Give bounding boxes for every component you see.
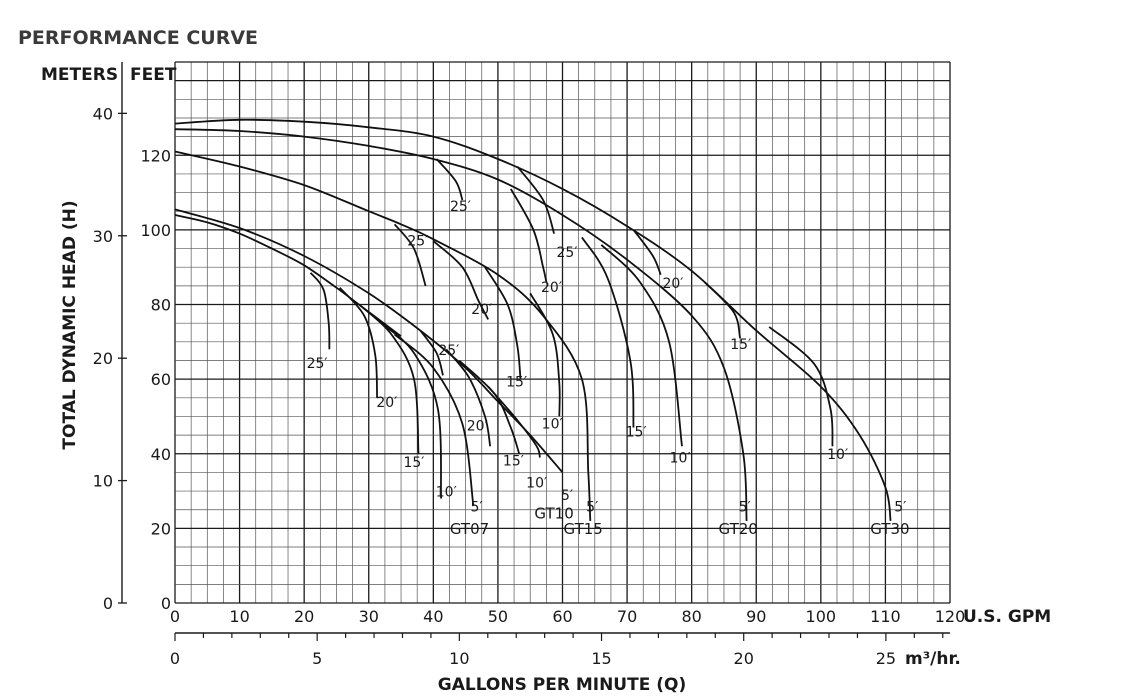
curve-gt20-20ft [510, 188, 548, 283]
feet-tick-label: 80 [151, 296, 171, 315]
m3hr-tick-label: 5 [312, 649, 322, 668]
curve-labels: 25′20′15′10′5′GT0725′20′15′10′5′GT1025′2… [307, 199, 910, 538]
curve-gt07-15ft [358, 303, 420, 454]
depth-label: 5′ [894, 500, 906, 516]
m3hr-tick-label: 15 [591, 649, 611, 668]
gpm-tick-label: 10 [229, 607, 249, 626]
depth-label: 25′ [307, 356, 328, 372]
curve-gt10-10ft [487, 386, 541, 458]
curve-gt10-25ft [419, 330, 444, 376]
depth-label: 20′ [662, 276, 683, 292]
m3hr-tick-label: 10 [449, 649, 469, 668]
curve-gt15-10ft [529, 292, 561, 417]
depth-label: 15′ [403, 455, 424, 471]
depth-label: 25′ [407, 234, 428, 250]
m3hr-ticks: 0 5 10 15 20 25 [170, 633, 944, 668]
depth-label: 10′ [670, 451, 691, 467]
depth-label: 10′ [542, 416, 563, 432]
gpm-tick-label: 30 [359, 607, 379, 626]
gpm-unit-label: U.S. GPM [963, 607, 1051, 627]
depth-label: 5′ [586, 500, 598, 516]
gpm-tick-label: 50 [488, 607, 508, 626]
chart-title: PERFORMANCE CURVE [18, 27, 258, 49]
curve-gt15-15ft [484, 266, 522, 380]
depth-label: 10′ [436, 485, 457, 501]
curve-gt30-main [174, 118, 892, 522]
gpm-tick-label: 60 [552, 607, 572, 626]
curve-gt15-25ft [393, 223, 427, 287]
feet-unit-label: FEET [130, 65, 177, 85]
m3hr-unit-label: m³/hr. [905, 649, 961, 669]
feet-tick-label: 100 [140, 221, 171, 240]
chart-grid [174, 61, 951, 604]
gpm-tick-label: 110 [870, 607, 901, 626]
gpm-tick-label: 90 [746, 607, 766, 626]
feet-ticks: 0 20 40 60 80 100 120 [140, 146, 171, 613]
gpm-tick-label: 120 [935, 607, 966, 626]
depth-label: 20′ [376, 395, 397, 411]
curve-gt15-main [174, 150, 592, 521]
m3hr-tick-label: 0 [170, 649, 180, 668]
curve-gt30-10ft [768, 326, 834, 447]
curve-gt15-20ft [432, 240, 489, 320]
depth-label: 5′ [471, 500, 483, 516]
curve-gt20-15ft [581, 236, 635, 428]
meter-tick-label: 40 [93, 104, 113, 123]
gpm-tick-label: 70 [617, 607, 637, 626]
gpm-ticks: 0 10 20 30 40 50 60 70 80 90 100 110 120 [170, 607, 965, 626]
depth-label: 25′ [450, 199, 471, 215]
curve-gt20-main [174, 128, 748, 521]
depth-label: 5′ [561, 488, 573, 504]
curve-gt30-15ft [703, 281, 741, 339]
gpm-tick-label: 80 [681, 607, 701, 626]
depth-label: 5′ [739, 500, 751, 516]
meter-ticks: 0 10 20 30 40 [93, 104, 127, 613]
meter-tick-label: 20 [93, 349, 113, 368]
x-axis-label: GALLONS PER MINUTE (Q) [438, 675, 686, 695]
depth-label: 25′ [557, 245, 578, 261]
feet-tick-label: 0 [161, 594, 171, 613]
model-label: GT10 [534, 504, 573, 522]
curve-gt30-25ft [516, 165, 555, 234]
feet-tick-label: 120 [140, 146, 171, 165]
depth-label: 10′ [827, 447, 848, 463]
gpm-tick-label: 40 [423, 607, 443, 626]
depth-label: 15′ [730, 337, 751, 353]
meters-unit-label: METERS [41, 65, 118, 85]
model-label: GT30 [870, 520, 909, 538]
curve-gt20-25ft [435, 158, 464, 201]
feet-tick-label: 60 [151, 370, 171, 389]
pump-curves [174, 118, 892, 522]
feet-tick-label: 40 [151, 445, 171, 464]
meter-tick-label: 10 [93, 472, 113, 491]
curve-gt07-25ft [309, 272, 331, 350]
curve-gt07-20ft [339, 287, 378, 398]
feet-tick-label: 20 [151, 519, 171, 538]
model-label: GT15 [563, 520, 602, 538]
depth-label: 20′ [541, 280, 562, 296]
depth-label: 20′ [467, 419, 488, 435]
depth-label: 15′ [503, 454, 524, 470]
gpm-tick-label: 100 [806, 607, 837, 626]
depth-label: 15′ [626, 425, 647, 441]
m3hr-tick-label: 20 [734, 649, 754, 668]
gpm-tick-label: 0 [170, 607, 180, 626]
gpm-tick-label: 20 [294, 607, 314, 626]
y-axis-label: TOTAL DYNAMIC HEAD (H) [60, 200, 80, 449]
model-label: GT20 [718, 520, 757, 538]
meter-tick-label: 30 [93, 227, 113, 246]
depth-label: 10′ [526, 475, 547, 491]
curve-gt07-5ft [394, 333, 475, 507]
depth-label: 20′ [471, 302, 492, 318]
depth-label: 25′ [438, 343, 459, 359]
meter-tick-label: 0 [103, 594, 113, 613]
curve-gt30-20ft [632, 229, 662, 276]
model-label: GT07 [450, 520, 489, 538]
depth-label: 15′ [506, 375, 527, 391]
m3hr-tick-label: 25 [876, 649, 896, 668]
curve-gt20-10ft [600, 244, 683, 447]
curve-gt10-15ft [458, 359, 521, 455]
curve-gt10-20ft [445, 348, 492, 447]
